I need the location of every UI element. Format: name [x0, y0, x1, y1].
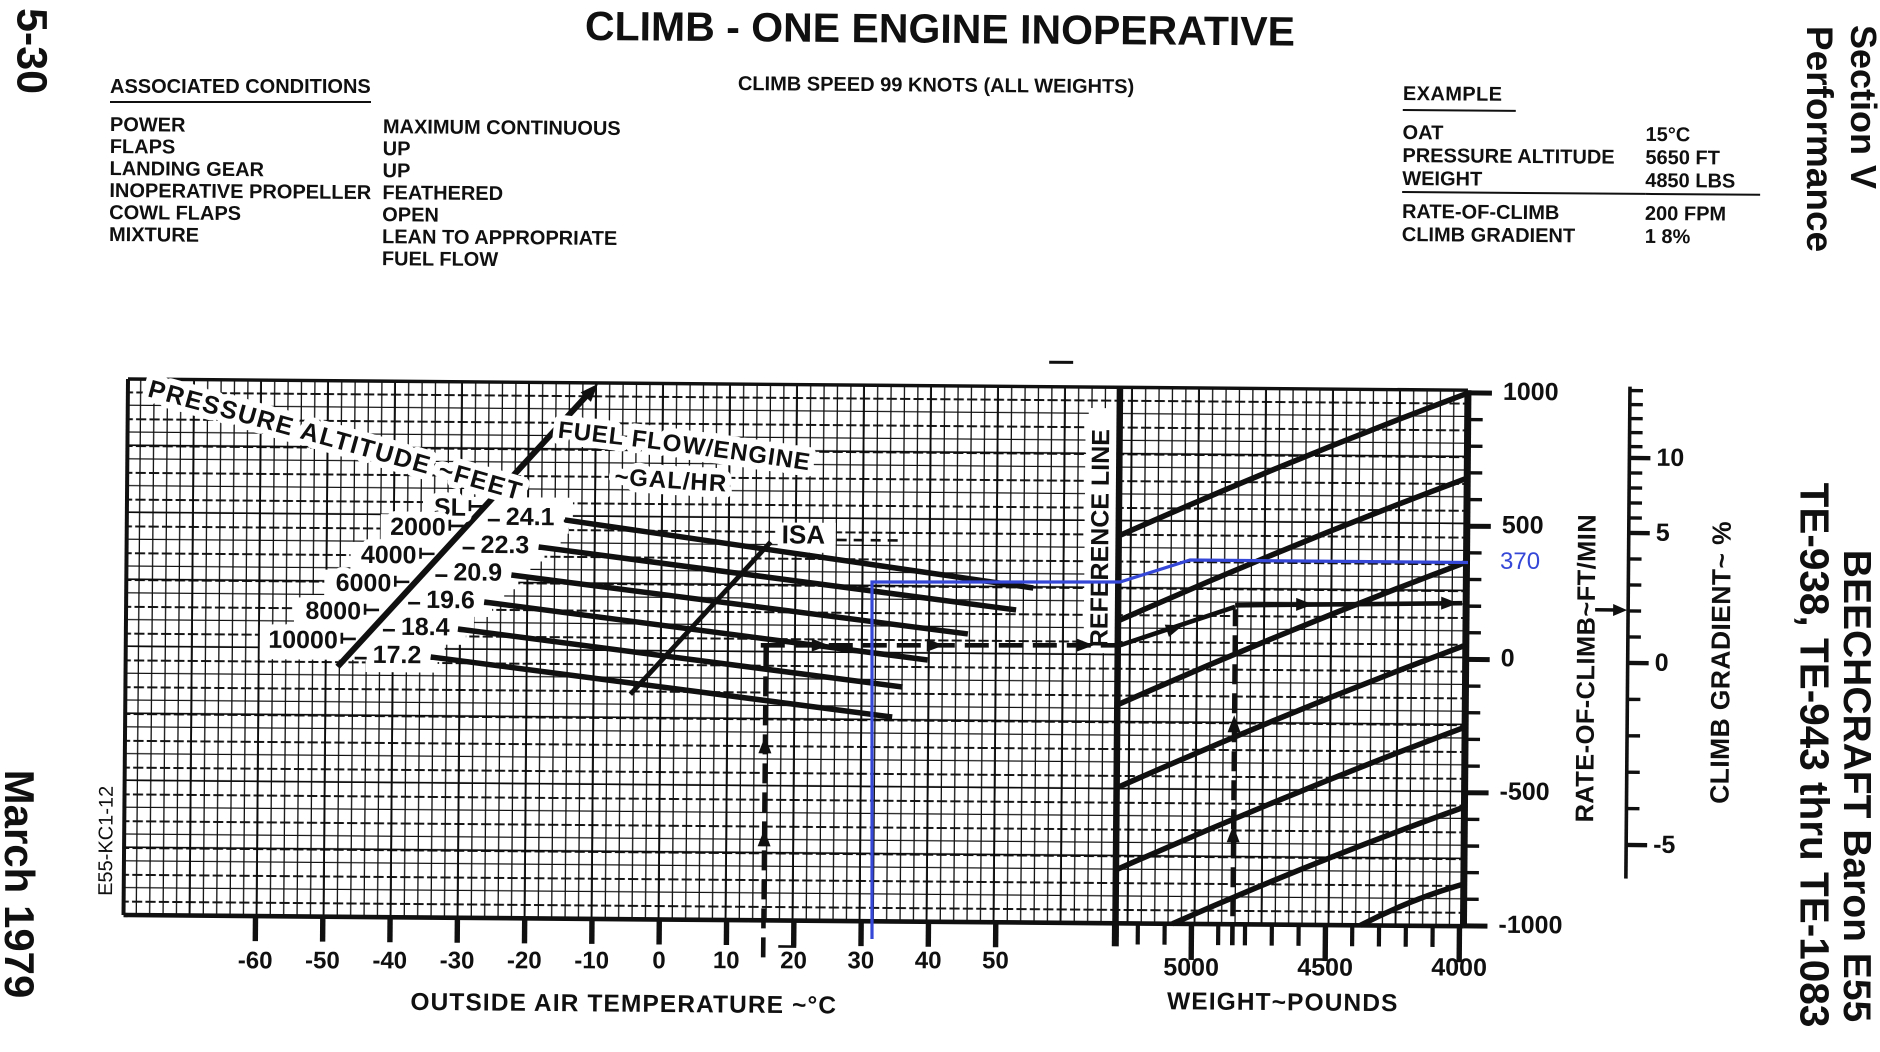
svg-text:CLIMB GRADIENT~ %: CLIMB GRADIENT~ % — [1704, 521, 1736, 804]
svg-text:-5: -5 — [1653, 831, 1676, 859]
svg-text:1000: 1000 — [1503, 378, 1559, 406]
svg-text:500: 500 — [1502, 511, 1544, 539]
svg-text:18.4: 18.4 — [401, 613, 450, 641]
svg-text:10: 10 — [1656, 444, 1684, 472]
svg-text:E55-KC1-12: E55-KC1-12 — [95, 786, 118, 896]
svg-text:24.1: 24.1 — [506, 503, 555, 531]
svg-text:5000: 5000 — [1163, 953, 1219, 981]
svg-text:REFERENCE LINE: REFERENCE LINE — [1085, 429, 1115, 647]
svg-text:4000: 4000 — [1431, 953, 1487, 981]
svg-text:370: 370 — [1500, 548, 1540, 575]
svg-text:-60: -60 — [238, 947, 273, 974]
svg-text:8000: 8000 — [305, 597, 361, 625]
svg-text:4000: 4000 — [361, 541, 417, 569]
svg-text:30: 30 — [847, 947, 874, 974]
svg-text:17.2: 17.2 — [373, 641, 422, 669]
svg-text:40: 40 — [915, 947, 942, 974]
svg-text:24.1: 24.1 — [506, 503, 555, 531]
svg-text:-40: -40 — [372, 947, 407, 974]
svg-text:22.3: 22.3 — [481, 531, 530, 559]
svg-text:20: 20 — [780, 947, 807, 974]
svg-text:-1000: -1000 — [1498, 911, 1562, 940]
svg-text:5: 5 — [1656, 519, 1670, 547]
svg-text:20.9: 20.9 — [453, 558, 502, 586]
svg-text:50: 50 — [982, 947, 1009, 974]
svg-text:ISA: ISA — [782, 519, 826, 549]
svg-text:18.4: 18.4 — [401, 613, 450, 641]
svg-text:19.6: 19.6 — [426, 586, 475, 614]
svg-text:19.6: 19.6 — [426, 586, 475, 614]
svg-text:RATE-OF-CLIMB~FT/MIN: RATE-OF-CLIMB~FT/MIN — [1571, 514, 1602, 823]
svg-text:0: 0 — [652, 947, 666, 974]
svg-text:SL: SL — [434, 493, 466, 521]
svg-text:-20: -20 — [507, 947, 542, 974]
svg-text:6000: 6000 — [336, 569, 392, 597]
svg-text:WEIGHT~POUNDS: WEIGHT~POUNDS — [1167, 988, 1399, 1017]
svg-text:-500: -500 — [1499, 778, 1549, 806]
svg-text:10: 10 — [713, 947, 740, 974]
svg-text:2000: 2000 — [390, 513, 446, 541]
svg-text:-10: -10 — [574, 947, 609, 974]
svg-text:10000: 10000 — [268, 626, 338, 655]
svg-text:4000: 4000 — [361, 541, 417, 569]
svg-text:10000: 10000 — [268, 626, 338, 655]
svg-text:20.9: 20.9 — [453, 558, 502, 586]
svg-text:-30: -30 — [440, 947, 475, 974]
svg-text:-50: -50 — [305, 947, 340, 974]
svg-text:4500: 4500 — [1297, 953, 1353, 981]
svg-text:22.3: 22.3 — [481, 531, 530, 559]
svg-text:0: 0 — [1655, 649, 1669, 677]
svg-text:0: 0 — [1501, 644, 1515, 672]
svg-text:8000: 8000 — [305, 597, 361, 625]
svg-text:17.2: 17.2 — [373, 641, 422, 669]
svg-text:2000: 2000 — [390, 513, 446, 541]
svg-text:OUTSIDE AIR TEMPERATURE ~°C: OUTSIDE AIR TEMPERATURE ~°C — [410, 989, 837, 1020]
